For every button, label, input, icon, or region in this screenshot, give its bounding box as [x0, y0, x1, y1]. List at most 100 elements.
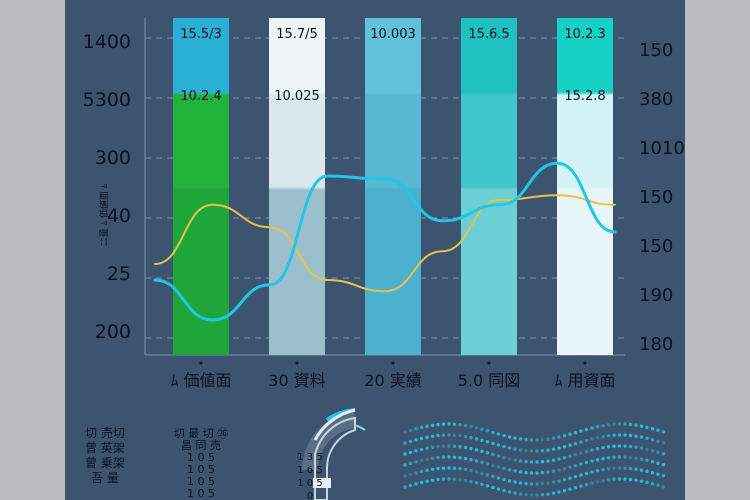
- heatmap-dot: [419, 480, 424, 485]
- bar: [365, 18, 421, 355]
- heatmap-dot: [579, 462, 583, 466]
- heatmap-dot: [661, 463, 666, 467]
- heatmap-dot: [496, 487, 501, 491]
- heatmap-dot: [551, 480, 556, 484]
- heatmap-dot: [502, 466, 506, 471]
- heatmap-dot: [540, 459, 545, 464]
- heatmap-dot: [540, 437, 545, 442]
- gauge-label: 1 0 5: [297, 478, 322, 489]
- heatmap-dot: [452, 433, 457, 437]
- bar: [557, 18, 613, 355]
- x-tick-label: 30 資料: [268, 371, 325, 390]
- heatmap-dot: [623, 444, 627, 448]
- heatmap-dot: [463, 467, 468, 472]
- heatmap-dot: [458, 445, 462, 449]
- heatmap-dot: [441, 477, 446, 481]
- heatmap-dot: [628, 444, 633, 449]
- heatmap-dot: [623, 455, 627, 459]
- heatmap-dot: [474, 459, 479, 463]
- heatmap-dot: [568, 465, 572, 469]
- heatmap-dot: [436, 477, 440, 482]
- heatmap-dot: [584, 427, 589, 432]
- heatmap-dot: [469, 457, 473, 462]
- heatmap-dot: [458, 434, 462, 438]
- heatmap-dot: [447, 466, 451, 470]
- heatmap-dot: [639, 435, 644, 439]
- heatmap-dot: [502, 433, 506, 438]
- heatmap-dot: [529, 449, 534, 453]
- x-tick-dot: [583, 361, 587, 365]
- heatmap-dot: [546, 492, 550, 496]
- left-axis-tick-label: 1400: [83, 31, 131, 53]
- heatmap-dot: [513, 458, 517, 462]
- heatmap-dot: [634, 423, 638, 427]
- heatmap-dot: [496, 454, 501, 458]
- heatmap-dot: [463, 478, 468, 483]
- heatmap-dot: [458, 456, 462, 460]
- heatmap-dot: [496, 443, 501, 447]
- heatmap-dot: [507, 479, 512, 483]
- heatmap-dot: [579, 451, 583, 455]
- bottom-mid-label: 1 0 5: [187, 451, 215, 464]
- bottom-left-label: 吾 量: [91, 471, 119, 485]
- heatmap-dot: [430, 478, 435, 482]
- heatmap-dot: [535, 449, 539, 453]
- heatmap-dot: [634, 445, 638, 449]
- heatmap-dot: [546, 448, 550, 452]
- heatmap-dot: [458, 478, 462, 482]
- heatmap-dot: [480, 449, 484, 454]
- heatmap-dot: [518, 459, 523, 463]
- heatmap-dot: [601, 478, 605, 483]
- y-axis-label: ﾆﾆ量 ﾑ 価値面 ﾑ: [98, 183, 110, 246]
- left-axis-tick-label: 200: [95, 321, 131, 343]
- heatmap-dot: [469, 468, 473, 473]
- heatmap-dot: [496, 432, 501, 436]
- heatmap-dot: [436, 444, 440, 449]
- heatmap-dot: [595, 447, 600, 451]
- heatmap-dot: [469, 479, 473, 484]
- heatmap-dot: [403, 463, 407, 467]
- heatmap-dot: [645, 469, 649, 474]
- heatmap-dot: [612, 422, 616, 426]
- heatmap-dot: [480, 471, 484, 476]
- heatmap-dot: [617, 444, 622, 448]
- heatmap-dot: [513, 480, 517, 484]
- x-tick-dot: [487, 361, 491, 365]
- heatmap-dot: [436, 433, 440, 438]
- heatmap-dot: [414, 438, 418, 442]
- heatmap-dot: [612, 444, 616, 448]
- heatmap-dot: [507, 435, 512, 439]
- heatmap-dot: [540, 481, 545, 486]
- gauge-label: 1 6 5: [297, 465, 322, 476]
- bar-top-label: 15.5/3: [180, 27, 222, 42]
- heatmap-dot: [436, 466, 440, 471]
- heatmap-dot: [595, 480, 600, 484]
- left-axis-tick-label: 5300: [83, 89, 131, 111]
- heatmap-dot: [425, 468, 429, 472]
- bar-top-label: 15.7/5: [276, 27, 318, 42]
- heatmap-dot: [474, 437, 479, 441]
- x-tick-label: ﾑ 価値面: [170, 371, 231, 390]
- heatmap-dot: [513, 436, 517, 440]
- x-tick-label: 5.0 同図: [458, 371, 521, 390]
- x-tick-dot: [199, 361, 203, 365]
- gauge-segment: [354, 424, 366, 431]
- bar-inner-label: 10.025: [274, 89, 320, 104]
- heatmap-dot: [562, 478, 567, 482]
- heatmap-dot: [430, 445, 435, 449]
- heatmap-dot: [436, 422, 440, 427]
- heatmap-dot: [485, 451, 490, 455]
- heatmap-dot: [661, 430, 666, 434]
- x-tick-dot: [391, 361, 395, 365]
- heatmap-dot: [595, 425, 600, 429]
- heatmap-dot: [436, 455, 440, 460]
- heatmap-dot: [639, 468, 644, 472]
- heatmap-dot: [628, 477, 633, 482]
- heatmap-dot: [403, 474, 407, 478]
- heatmap-dot: [452, 444, 457, 448]
- right-axis-tick-label: 180: [639, 334, 673, 355]
- heatmap-dot: [447, 433, 451, 437]
- heatmap-dot: [518, 470, 523, 474]
- heatmap-dot: [529, 438, 534, 442]
- heatmap-dot: [425, 446, 429, 450]
